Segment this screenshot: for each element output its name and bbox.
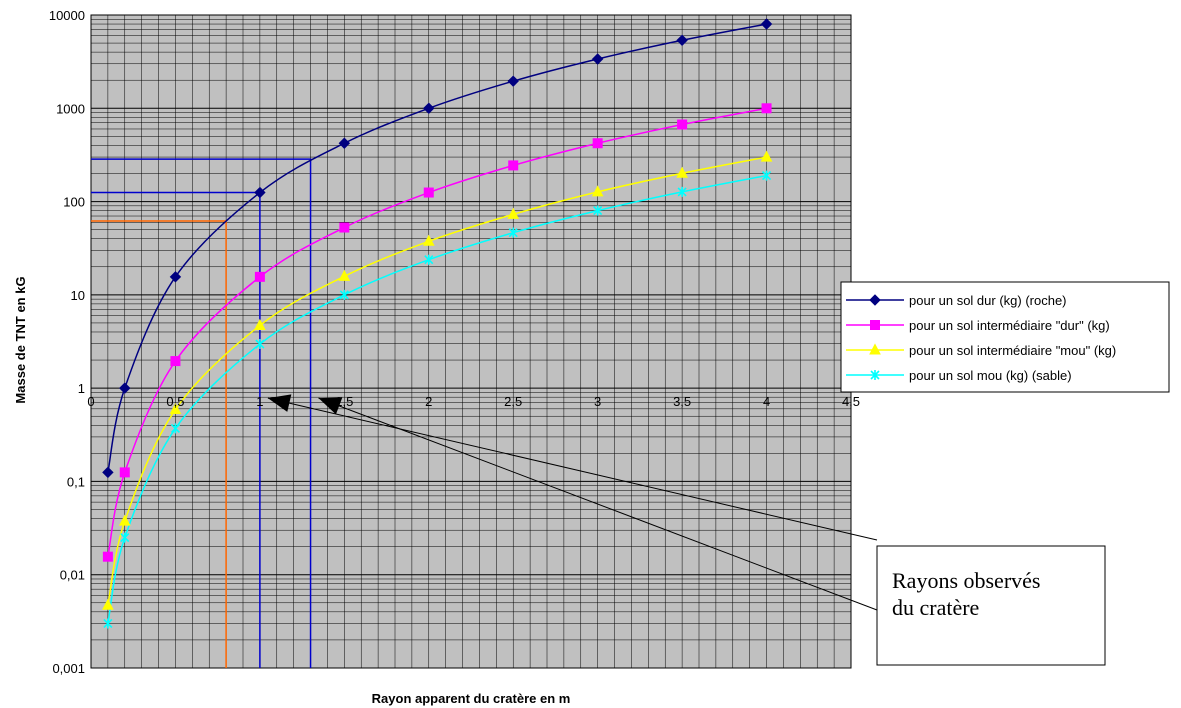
data-point [423, 187, 434, 198]
annotation-arrow-line [318, 397, 878, 611]
data-point [508, 160, 519, 171]
x-tick-label: 3,5 [673, 394, 691, 409]
data-point [761, 170, 772, 181]
major-gridlines [91, 14, 851, 669]
data-point [169, 402, 182, 415]
reference-line [91, 158, 312, 668]
y-tick-labels: 10000 1000 100 10 1 0,1 0,01 0,001 [49, 8, 85, 676]
minor-gridlines [90, 15, 852, 668]
data-point [869, 294, 881, 306]
y-tick-label: 0,001 [52, 661, 85, 676]
data-point [870, 370, 880, 380]
plot-area [90, 14, 852, 669]
data-point [338, 137, 351, 149]
data-point [254, 271, 265, 282]
legend: pour un sol dur (kg) (roche) pour un sol … [840, 281, 1170, 393]
data-point [424, 254, 434, 265]
x-axis-label: Rayon apparent du cratère en m [372, 691, 571, 706]
data-point [591, 185, 604, 197]
data-point [591, 53, 604, 65]
data-point [170, 423, 181, 434]
data-point [870, 320, 880, 330]
data-point [593, 205, 603, 216]
data-point [508, 227, 518, 238]
data-point [103, 618, 113, 629]
data-point [119, 467, 130, 478]
x-tick-label: 3 [594, 394, 601, 409]
y-tick-label: 0,01 [60, 568, 85, 583]
data-point [102, 466, 114, 479]
y-axis-label: Masse de TNT en kG [13, 276, 28, 403]
data-point [677, 119, 688, 130]
annotation-arrow-head [318, 397, 343, 415]
data-point [761, 103, 772, 114]
data-point [120, 532, 130, 543]
data-point [423, 102, 435, 114]
data-point [170, 356, 181, 367]
y-tick-label: 1000 [56, 101, 85, 116]
series-markers [102, 18, 773, 629]
annotation-line-2: du cratère [892, 595, 979, 620]
data-point [254, 186, 266, 199]
y-tick-label: 10 [71, 288, 85, 303]
legend-label: pour un sol dur (kg) (roche) [909, 293, 1067, 308]
data-point [169, 271, 182, 283]
data-point [255, 339, 265, 350]
legend-label: pour un sol intermédiaire "mou" (kg) [909, 343, 1116, 358]
data-point [676, 34, 688, 46]
x-tick-label: 2,5 [504, 394, 522, 409]
annotation-arrow-line [267, 397, 878, 541]
y-tick-label: 1 [78, 381, 85, 396]
data-point [676, 166, 688, 178]
annotation-arrow-head [267, 394, 292, 412]
legend-label: pour un sol intermédiaire "dur" (kg) [909, 318, 1110, 333]
data-point [339, 289, 349, 300]
y-tick-label: 10000 [49, 8, 85, 23]
y-tick-label: 100 [63, 195, 85, 210]
annotation-line-1: Rayons observés [892, 568, 1040, 593]
x-tick-label: 1 [256, 394, 263, 409]
annotation-box [876, 545, 1106, 666]
data-point [677, 186, 687, 197]
data-point [869, 343, 881, 355]
y-tick-label: 0,1 [67, 474, 85, 489]
data-point [422, 234, 435, 246]
data-point [339, 222, 350, 233]
data-point [118, 514, 131, 526]
annotation: Rayons observés du cratère [267, 394, 1106, 666]
data-point [760, 150, 773, 162]
x-tick-label: 4,5 [842, 394, 860, 409]
data-point [507, 75, 519, 87]
data-point [592, 138, 603, 149]
data-point [102, 551, 113, 562]
series-line [107, 107, 767, 557]
data-point [507, 207, 520, 219]
x-tick-label: 4 [763, 394, 770, 409]
series-line [107, 156, 767, 606]
series-lines [107, 23, 767, 624]
data-point [254, 318, 266, 330]
data-point [102, 598, 114, 610]
series-line [107, 23, 767, 473]
data-point [760, 18, 773, 30]
x-tick-label: 0 [87, 394, 94, 409]
x-tick-label: 0,5 [166, 394, 184, 409]
data-point [338, 269, 351, 281]
data-point [119, 382, 131, 394]
series-line [107, 174, 767, 624]
legend-label: pour un sol mou (kg) (sable) [909, 368, 1072, 383]
x-tick-label: 2 [425, 394, 432, 409]
